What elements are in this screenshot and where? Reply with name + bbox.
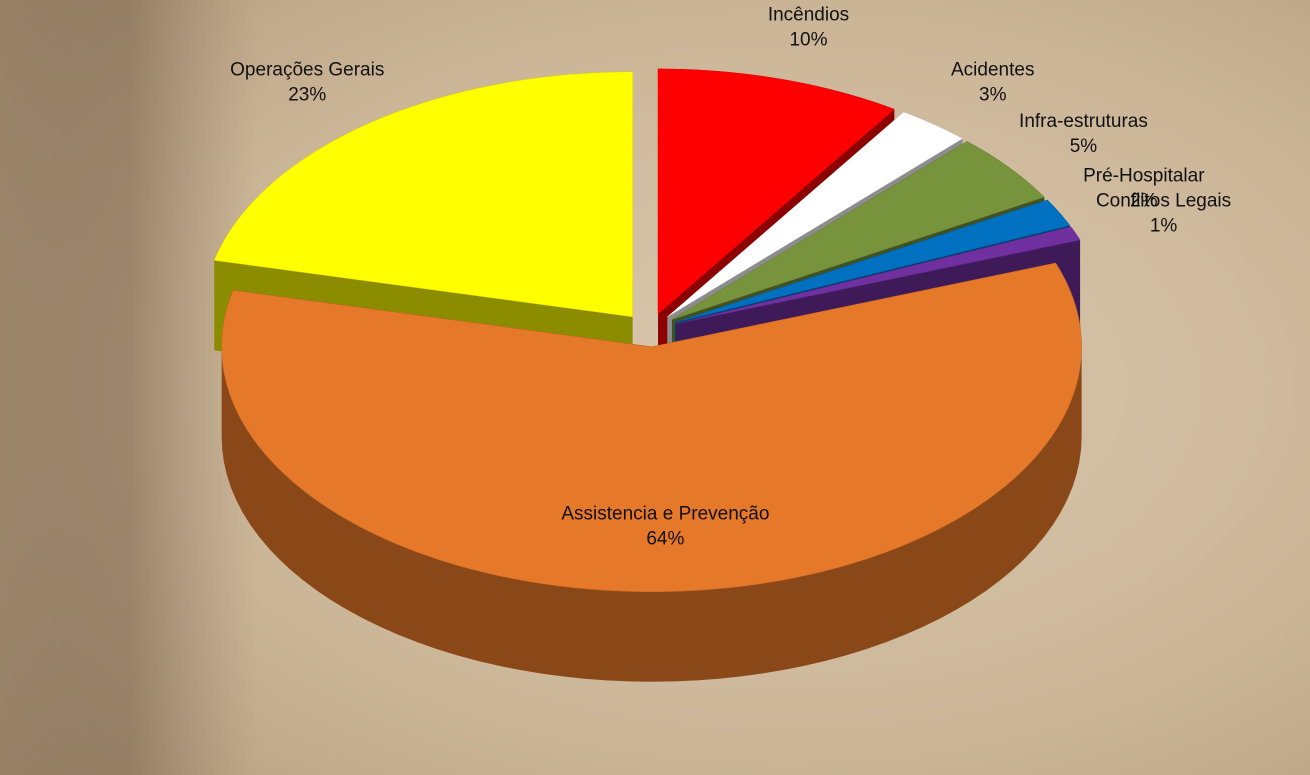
slice-side xyxy=(221,346,1082,682)
value-label: 3% xyxy=(979,84,1007,105)
pie xyxy=(213,68,1082,682)
slice-top xyxy=(674,199,1071,323)
slice-label: Acidentes xyxy=(951,59,1034,80)
slice-top xyxy=(213,71,633,318)
slice-top xyxy=(667,111,963,318)
value-label: 23% xyxy=(288,84,326,105)
background-shade xyxy=(0,0,260,775)
slice-label: Conflitos Legais xyxy=(1096,190,1231,211)
value-label: 2% xyxy=(1130,190,1158,211)
value-label: 1% xyxy=(1150,215,1178,236)
slice-label: Pré-Hospitalar xyxy=(1083,165,1205,186)
value-label: 5% xyxy=(1070,136,1098,157)
slice-top xyxy=(675,226,1081,325)
slice-label: Infra-estruturas xyxy=(1019,111,1148,132)
slice-label: Operações Gerais xyxy=(230,59,384,80)
slice-label: Incêndios xyxy=(768,5,849,26)
value-label: 10% xyxy=(789,30,827,51)
value-label: 64% xyxy=(646,528,684,549)
slice xyxy=(221,262,1082,682)
slice-label: Assistencia e Prevenção xyxy=(561,503,769,524)
slice-top xyxy=(657,68,895,315)
slice-top xyxy=(671,141,1045,320)
slice-top xyxy=(221,262,1082,593)
